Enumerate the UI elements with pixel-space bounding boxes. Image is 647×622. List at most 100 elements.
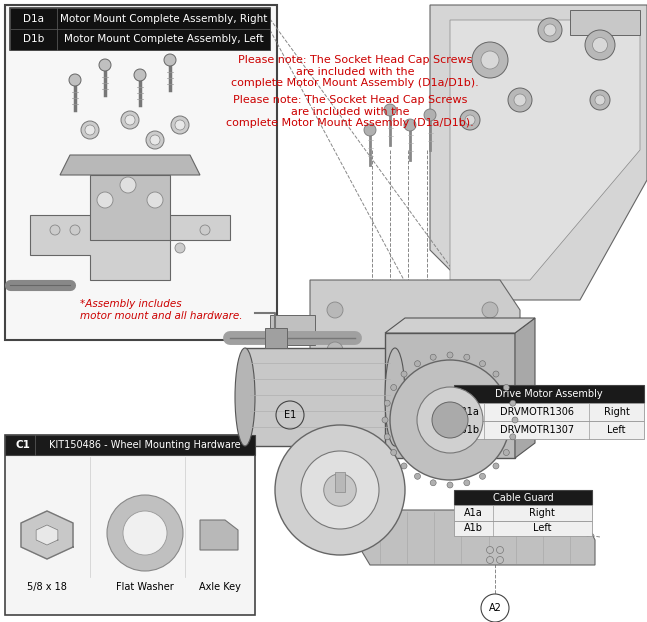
Bar: [454, 421, 644, 439]
Bar: [454, 385, 644, 403]
Circle shape: [460, 110, 480, 130]
Circle shape: [85, 125, 95, 135]
Circle shape: [593, 37, 608, 52]
Circle shape: [175, 120, 185, 130]
Text: Left: Left: [533, 523, 552, 533]
Text: Axle Key: Axle Key: [199, 582, 241, 592]
Circle shape: [585, 30, 615, 60]
Circle shape: [134, 69, 146, 81]
Circle shape: [391, 384, 397, 391]
Circle shape: [493, 371, 499, 377]
Circle shape: [123, 511, 167, 555]
Circle shape: [514, 94, 526, 106]
Circle shape: [447, 482, 453, 488]
Polygon shape: [355, 510, 595, 565]
Circle shape: [200, 225, 210, 235]
Bar: [10, 8, 270, 29]
Bar: [265, 328, 287, 348]
Circle shape: [590, 90, 610, 110]
Circle shape: [595, 95, 605, 105]
Text: Motor Mount Complete Assembly, Right: Motor Mount Complete Assembly, Right: [60, 14, 267, 24]
Circle shape: [147, 192, 163, 208]
Ellipse shape: [235, 348, 255, 446]
Circle shape: [512, 417, 518, 423]
Circle shape: [327, 302, 343, 318]
Circle shape: [510, 434, 516, 440]
Polygon shape: [21, 511, 73, 559]
Circle shape: [496, 557, 503, 564]
Text: E1: E1: [284, 410, 296, 420]
Circle shape: [464, 480, 470, 486]
Circle shape: [382, 417, 388, 423]
Circle shape: [424, 109, 436, 121]
Circle shape: [482, 342, 498, 358]
Circle shape: [125, 115, 135, 125]
Circle shape: [175, 243, 185, 253]
Circle shape: [487, 547, 494, 554]
Text: C1: C1: [16, 440, 30, 450]
Circle shape: [510, 400, 516, 406]
Circle shape: [496, 547, 503, 554]
Circle shape: [391, 450, 397, 455]
Circle shape: [97, 192, 113, 208]
Circle shape: [327, 342, 343, 358]
Circle shape: [390, 360, 510, 480]
Text: Please note: The Socket Head Cap Screws
are included with the
complete Motor Mou: Please note: The Socket Head Cap Screws …: [231, 55, 479, 88]
Circle shape: [479, 473, 485, 480]
Bar: [10, 29, 270, 50]
Polygon shape: [200, 520, 238, 550]
Text: Right: Right: [529, 508, 555, 518]
Polygon shape: [30, 215, 230, 280]
Circle shape: [493, 463, 499, 469]
Polygon shape: [430, 5, 647, 300]
Circle shape: [384, 104, 396, 116]
Bar: [335, 472, 345, 492]
Circle shape: [438, 408, 462, 432]
Text: Drive Motor Assembly: Drive Motor Assembly: [495, 389, 603, 399]
Text: Right: Right: [604, 407, 630, 417]
Circle shape: [50, 225, 60, 235]
Bar: [570, 10, 640, 35]
Text: D1a: D1a: [23, 14, 44, 24]
Circle shape: [107, 495, 183, 571]
Text: Left: Left: [607, 425, 626, 435]
Circle shape: [487, 557, 494, 564]
Bar: [385, 333, 515, 458]
Text: KIT150486 - Wheel Mounting Hardware: KIT150486 - Wheel Mounting Hardware: [49, 440, 241, 450]
Circle shape: [447, 352, 453, 358]
Circle shape: [301, 451, 379, 529]
Text: DRVMOTR1307: DRVMOTR1307: [499, 425, 574, 435]
Circle shape: [384, 434, 390, 440]
Text: B1a: B1a: [460, 407, 479, 417]
Bar: [454, 403, 644, 421]
Circle shape: [430, 354, 436, 360]
Circle shape: [538, 18, 562, 42]
Bar: [454, 490, 592, 505]
Text: A1a: A1a: [464, 508, 483, 518]
Circle shape: [432, 402, 468, 438]
Circle shape: [481, 51, 499, 69]
Circle shape: [401, 371, 407, 377]
Text: Cable Guard: Cable Guard: [492, 493, 553, 503]
Polygon shape: [36, 525, 58, 545]
Bar: [5, 435, 255, 455]
Circle shape: [404, 119, 416, 131]
Circle shape: [364, 124, 376, 136]
Circle shape: [482, 302, 498, 318]
Bar: [454, 505, 592, 521]
Circle shape: [415, 473, 421, 480]
Text: D1b: D1b: [23, 34, 44, 45]
Circle shape: [164, 54, 176, 66]
Text: 5/8 x 18: 5/8 x 18: [27, 582, 67, 592]
Circle shape: [401, 463, 407, 469]
Circle shape: [503, 384, 509, 391]
Text: Motor Mount Complete Assembly, Left: Motor Mount Complete Assembly, Left: [63, 34, 263, 45]
Circle shape: [384, 400, 390, 406]
Circle shape: [99, 59, 111, 71]
Circle shape: [69, 74, 81, 86]
Bar: [270, 315, 315, 345]
Polygon shape: [385, 318, 535, 333]
Bar: [245, 348, 395, 446]
Circle shape: [146, 131, 164, 149]
Circle shape: [479, 361, 485, 367]
